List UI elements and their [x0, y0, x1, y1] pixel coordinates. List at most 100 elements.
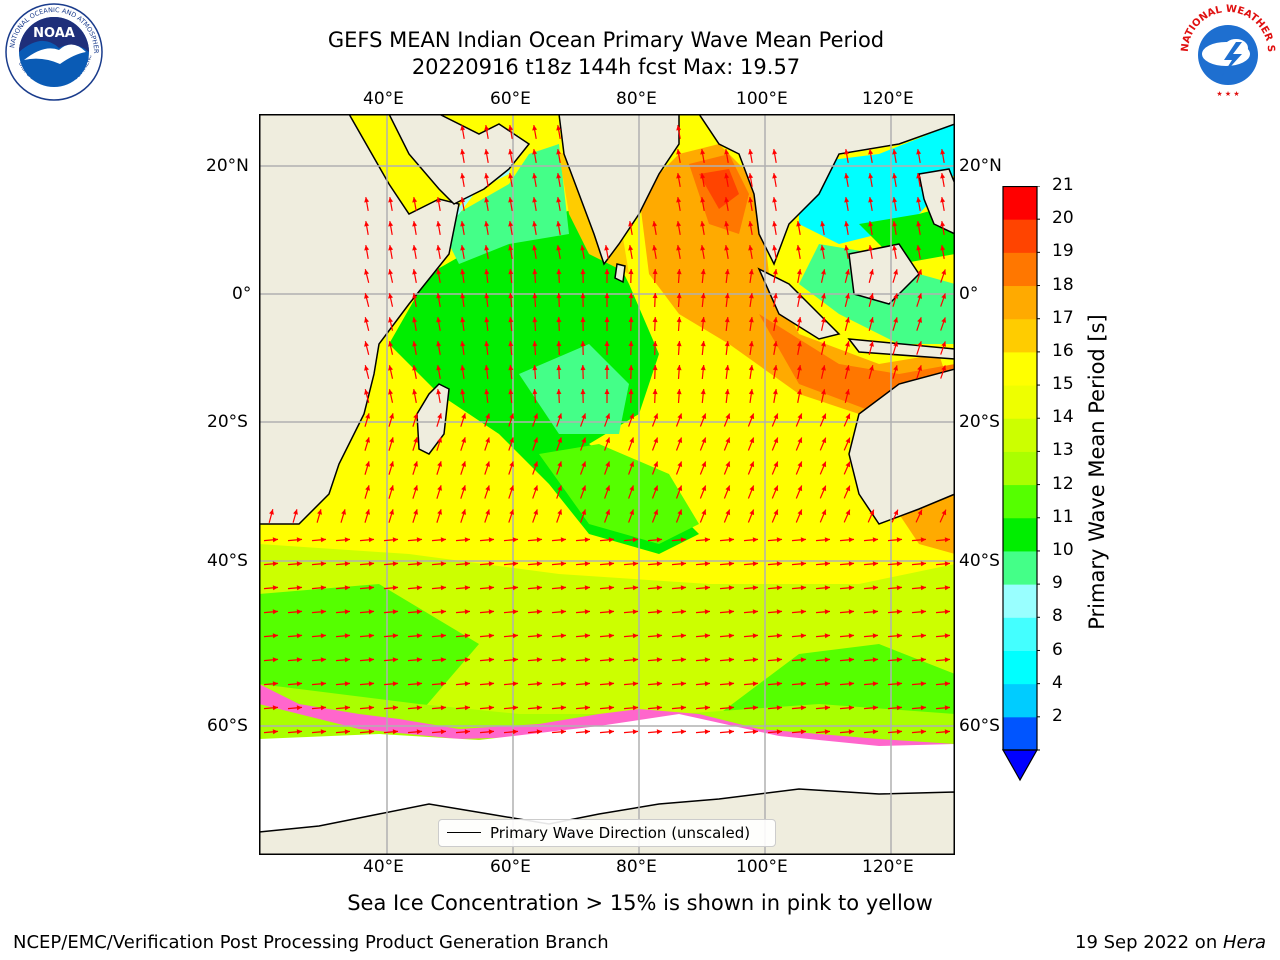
wave-arrow-head [944, 609, 950, 615]
wave-arrow-head [608, 705, 614, 711]
wave-arrow-head [556, 197, 562, 203]
wave-arrow-head [940, 245, 946, 251]
colorbar-tick-label: 20 [1052, 208, 1074, 229]
wave-arrow-head [844, 149, 850, 155]
wave-arrow-head [704, 729, 710, 735]
wave-arrow-head [392, 561, 398, 567]
wave-arrow-head [653, 509, 658, 515]
wave-arrow-head [508, 341, 514, 347]
wave-arrow-head [557, 461, 562, 467]
wave-arrow-head [460, 365, 466, 371]
wave-arrow-head [272, 657, 278, 663]
wave-arrow-head [556, 341, 562, 347]
wave-arrow-head [656, 561, 662, 567]
wave-arrow-head [416, 681, 422, 687]
wave-arrow-head [725, 413, 731, 420]
wave-arrow-head [724, 245, 730, 251]
wave-arrow-head [412, 341, 418, 347]
wave-arrow-head [776, 585, 782, 591]
lat-label-right-0: 0° [959, 284, 979, 304]
wave-arrow-head [533, 413, 538, 419]
wave-arrow-head [365, 509, 370, 515]
wave-arrow-head [532, 125, 538, 131]
wave-arrow-head [629, 437, 634, 443]
wave-arrow-head [460, 125, 466, 131]
wave-arrow-head [652, 293, 658, 299]
colorbar-segment [1003, 219, 1037, 253]
wave-arrow-head [436, 269, 442, 275]
wave-arrow-head [772, 389, 778, 395]
wave-arrow-head [724, 173, 730, 179]
wave-arrow-head [748, 173, 754, 179]
colorbar-tick-label: 21 [1052, 175, 1074, 195]
wave-arrow-head [869, 365, 874, 371]
wave-arrow-head [824, 561, 830, 567]
wave-arrow-head [920, 585, 926, 591]
wave-arrow-head [437, 413, 442, 419]
wave-arrow-head [845, 413, 851, 420]
wave-arrow-head [701, 509, 707, 515]
wave-arrow-head [560, 705, 566, 711]
wave-arrow-head [413, 485, 418, 491]
wave-arrow-head [272, 729, 278, 735]
wave-arrow-head [344, 657, 350, 663]
wave-arrow-head [701, 461, 707, 467]
wave-arrow-head [916, 149, 922, 155]
wave-arrow-head [944, 657, 950, 663]
wave-arrow-head [872, 537, 878, 543]
wave-arrow-head [656, 633, 662, 639]
wave-arrow-head [388, 317, 393, 323]
wave-arrow-head [412, 221, 418, 227]
wave-arrow-head [821, 389, 826, 395]
wave-arrow-head [484, 173, 490, 179]
wave-arrow-head [440, 537, 446, 543]
wave-arrow-head [632, 705, 638, 711]
wave-arrow-head [869, 341, 874, 347]
wave-arrow-head [920, 729, 926, 735]
wave-arrow-head [821, 437, 827, 444]
wave-arrow-head [344, 729, 350, 735]
wave-arrow-head [776, 561, 782, 567]
wave-arrow-head [484, 365, 490, 371]
wave-arrow-head [581, 485, 586, 491]
wave-arrow-head [512, 657, 518, 663]
wave-arrow-head [796, 341, 802, 347]
wave-arrow-head [436, 317, 442, 323]
wave-arrow-head [389, 413, 394, 419]
wave-arrow-head [508, 293, 514, 299]
wave-arrow-head [797, 485, 803, 492]
wave-arrow-head [413, 413, 418, 419]
wave-arrow-head [509, 413, 514, 419]
wave-arrow-head [848, 609, 854, 615]
wave-arrow-head [368, 585, 374, 591]
wave-arrow-head [677, 485, 683, 491]
wave-arrow-head [392, 657, 398, 663]
wave-arrow-head [608, 657, 614, 663]
wave-arrow-head [272, 585, 278, 591]
colorbar-tick-label: 9 [1052, 573, 1063, 594]
wave-arrow-head [580, 245, 586, 251]
wave-arrow-head [392, 681, 398, 687]
wave-arrow-head [460, 197, 466, 203]
wave-arrow-head [508, 389, 514, 395]
wave-arrow-head [700, 197, 706, 203]
wave-arrow-head [676, 125, 682, 131]
colorbar-tick-label: 10 [1052, 539, 1074, 560]
wave-arrow-head [772, 149, 778, 155]
wave-arrow-head [800, 585, 806, 591]
wave-arrow-head [512, 681, 518, 687]
wave-arrow-head [488, 561, 494, 567]
lat-label-left-60s: 60°S [207, 716, 248, 736]
land-arabia [388, 114, 531, 205]
colorbar-tick-label: 16 [1052, 340, 1074, 361]
lon-label-bottom-120e: 120°E [862, 857, 914, 877]
wave-arrow-head [800, 537, 806, 543]
wave-arrow-head [845, 389, 850, 395]
nws-logo-icon: NATIONAL WEATHER SERVICE ★ ★ ★ [1178, 2, 1276, 100]
wave-arrow-head [412, 197, 418, 203]
wave-arrow-head [797, 437, 803, 444]
wave-arrow-head [848, 729, 854, 735]
wave-arrow-head [896, 705, 902, 711]
wave-arrow-head [800, 657, 806, 663]
wave-arrow-head [293, 509, 298, 515]
